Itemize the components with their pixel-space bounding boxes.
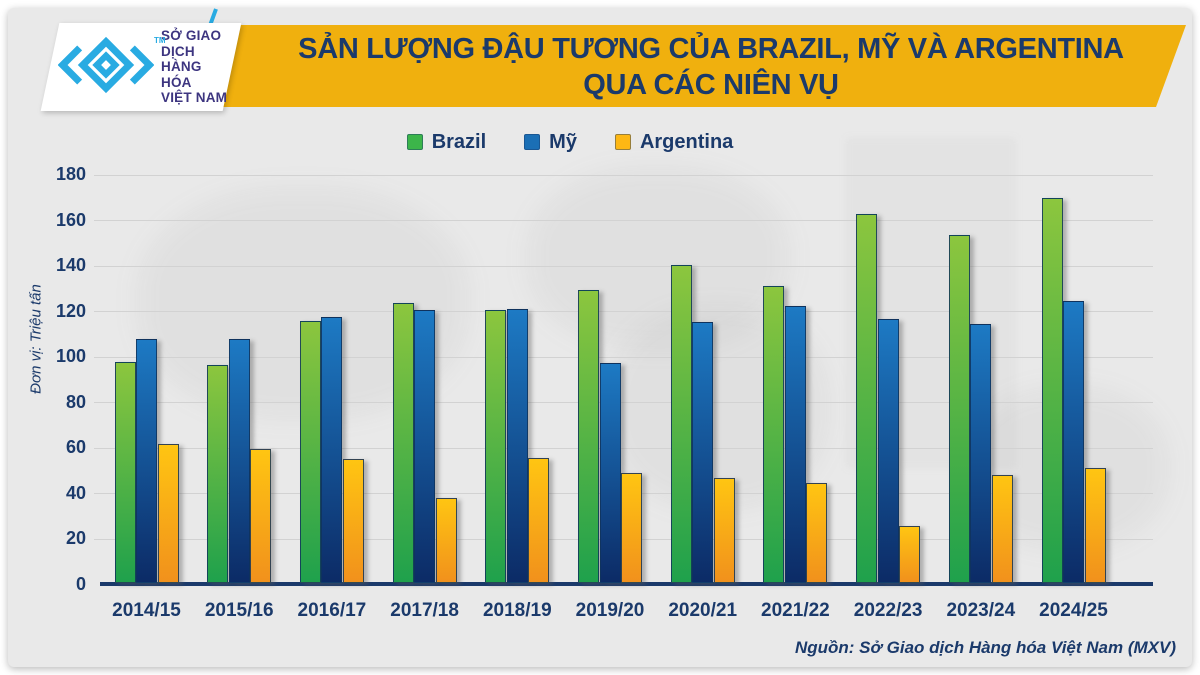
source-attribution: Nguồn: Sở Giao dịch Hàng hóa Việt Nam (M… [794,638,1176,657]
chart-legend: Brazil Mỹ Argentina [8,129,1132,155]
bar-argentina-2017-18 [435,497,457,583]
bar-my-2022-23 [877,318,899,583]
y-tick-label-180: 180 [55,164,86,184]
logo-text-line-3: VIỆT NAM [161,90,228,106]
x-tick-label-2022-23: 2022/23 [853,600,923,621]
bar-my-2015-16 [228,339,250,583]
infographic-canvas: SẢN LƯỢNG ĐẬU TƯƠNG CỦA BRAZIL, MỸ VÀ AR… [8,8,1192,667]
legend-item-brazil: Brazil [406,130,487,154]
x-tick-label-2017-18: 2017/18 [390,600,459,621]
legend-swatch-brazil [406,134,423,150]
legend-label-argentina: Argentina [639,130,734,153]
bar-argentina-2014-15 [157,444,179,583]
chart-area: Đơn vị: Triệu tấn 0 20 40 60 80 100 120 140 160 1… [28,164,1153,621]
x-tick-label-2020-21: 2020/21 [668,600,738,621]
x-tick-label-2023-24: 2023/24 [946,600,1016,621]
y-tick-label-0: 0 [75,574,86,594]
legend-label-brazil: Brazil [431,130,487,153]
title-line-1: SẢN LƯỢNG ĐẬU TƯƠNG CỦA BRAZIL, MỸ VÀ AR… [298,33,1124,65]
x-axis-line [100,582,1153,586]
gridline-180 [94,174,1153,176]
x-tick-label-2021-22: 2021/22 [761,600,830,621]
gridline-100 [94,356,1153,358]
bar-my-2016-17 [321,316,343,583]
background-watermark [528,168,788,348]
gridline-80 [94,402,1153,404]
y-tick-label-80: 80 [65,391,86,412]
legend-swatch-argentina [614,134,631,150]
gridline-140 [94,265,1153,267]
x-tick-label-2019-20: 2019/20 [575,600,645,621]
logo-text-line-2: HÀNG HÓA [161,59,202,90]
bar-argentina-2015-16 [250,449,272,583]
x-tick-label-2015-16: 2015/16 [204,600,274,621]
bar-argentina-2024-25 [1084,467,1106,583]
gridline-120 [94,311,1153,313]
bar-brazil-2020-21 [670,265,692,583]
bar-brazil-2015-16 [207,365,229,583]
legend-item-my: Mỹ [524,131,577,154]
bar-brazil-2019-20 [578,290,599,583]
title-banner: SẢN LƯỢNG ĐẬU TƯƠNG CỦA BRAZIL, MỸ VÀ AR… [198,25,1186,107]
bar-argentina-2016-17 [342,458,364,583]
gridline-60 [94,447,1153,449]
mxv-logo-icon [57,34,155,101]
y-tick-label-20: 20 [65,528,86,549]
bar-brazil-2014-15 [114,362,136,583]
bar-brazil-2024-25 [1041,198,1063,583]
legend-label-my: Mỹ [549,130,577,153]
bar-brazil-2022-23 [856,214,878,583]
bar-my-2024-25 [1063,300,1084,583]
title-line-2: QUA CÁC NIÊN VỤ [583,69,839,101]
bar-argentina-2020-21 [713,478,735,583]
bar-brazil-2018-19 [485,309,507,583]
x-tick-label-2014-15: 2014/15 [112,600,181,621]
y-tick-label-140: 140 [55,255,86,276]
x-tick-label-2024-25: 2024/25 [1039,600,1108,621]
mxv-logo-text: SỞ GIAO DỊCH HÀNG HÓA VIỆT NAM [161,28,232,106]
y-tick-label-60: 60 [65,437,86,458]
bar-my-2023-24 [970,324,992,583]
bar-argentina-2019-20 [621,472,642,583]
x-tick-label-2016-17: 2016/17 [297,600,367,621]
bar-brazil-2017-18 [392,302,414,583]
y-tick-label-160: 160 [55,209,86,230]
bar-argentina-2022-23 [899,526,921,583]
bar-my-2017-18 [414,309,436,583]
bar-my-2019-20 [599,363,621,583]
bar-brazil-2021-22 [763,285,785,583]
trademark-symbol: TM [154,36,166,45]
gridline-160 [94,220,1153,222]
bar-my-2014-15 [136,339,157,583]
mxv-logo: TM SỞ GIAO DỊCH HÀNG HÓA VIỆT NAM [40,23,242,111]
legend-swatch-my [524,134,541,150]
bar-my-2021-22 [784,306,806,583]
bar-argentina-2023-24 [991,474,1013,583]
bar-argentina-2021-22 [806,482,828,583]
bar-brazil-2023-24 [948,234,970,583]
y-tick-label-40: 40 [65,482,86,503]
y-tick-label-120: 120 [55,300,86,321]
bar-argentina-2018-19 [528,457,550,583]
mxv-logo-content: TM SỞ GIAO DỊCH HÀNG HÓA VIỆT NAM [50,23,232,111]
bar-brazil-2016-17 [299,321,321,583]
logo-text-line-1: SỞ GIAO DỊCH [161,28,222,59]
legend-item-argentina: Argentina [614,130,734,154]
y-tick-label-100: 100 [55,346,86,367]
x-tick-label-2018-19: 2018/19 [482,600,552,621]
bar-my-2020-21 [692,322,714,583]
bar-my-2018-19 [506,308,528,583]
page-title: SẢN LƯỢNG ĐẬU TƯƠNG CỦA BRAZIL, MỸ VÀ AR… [262,31,1160,103]
